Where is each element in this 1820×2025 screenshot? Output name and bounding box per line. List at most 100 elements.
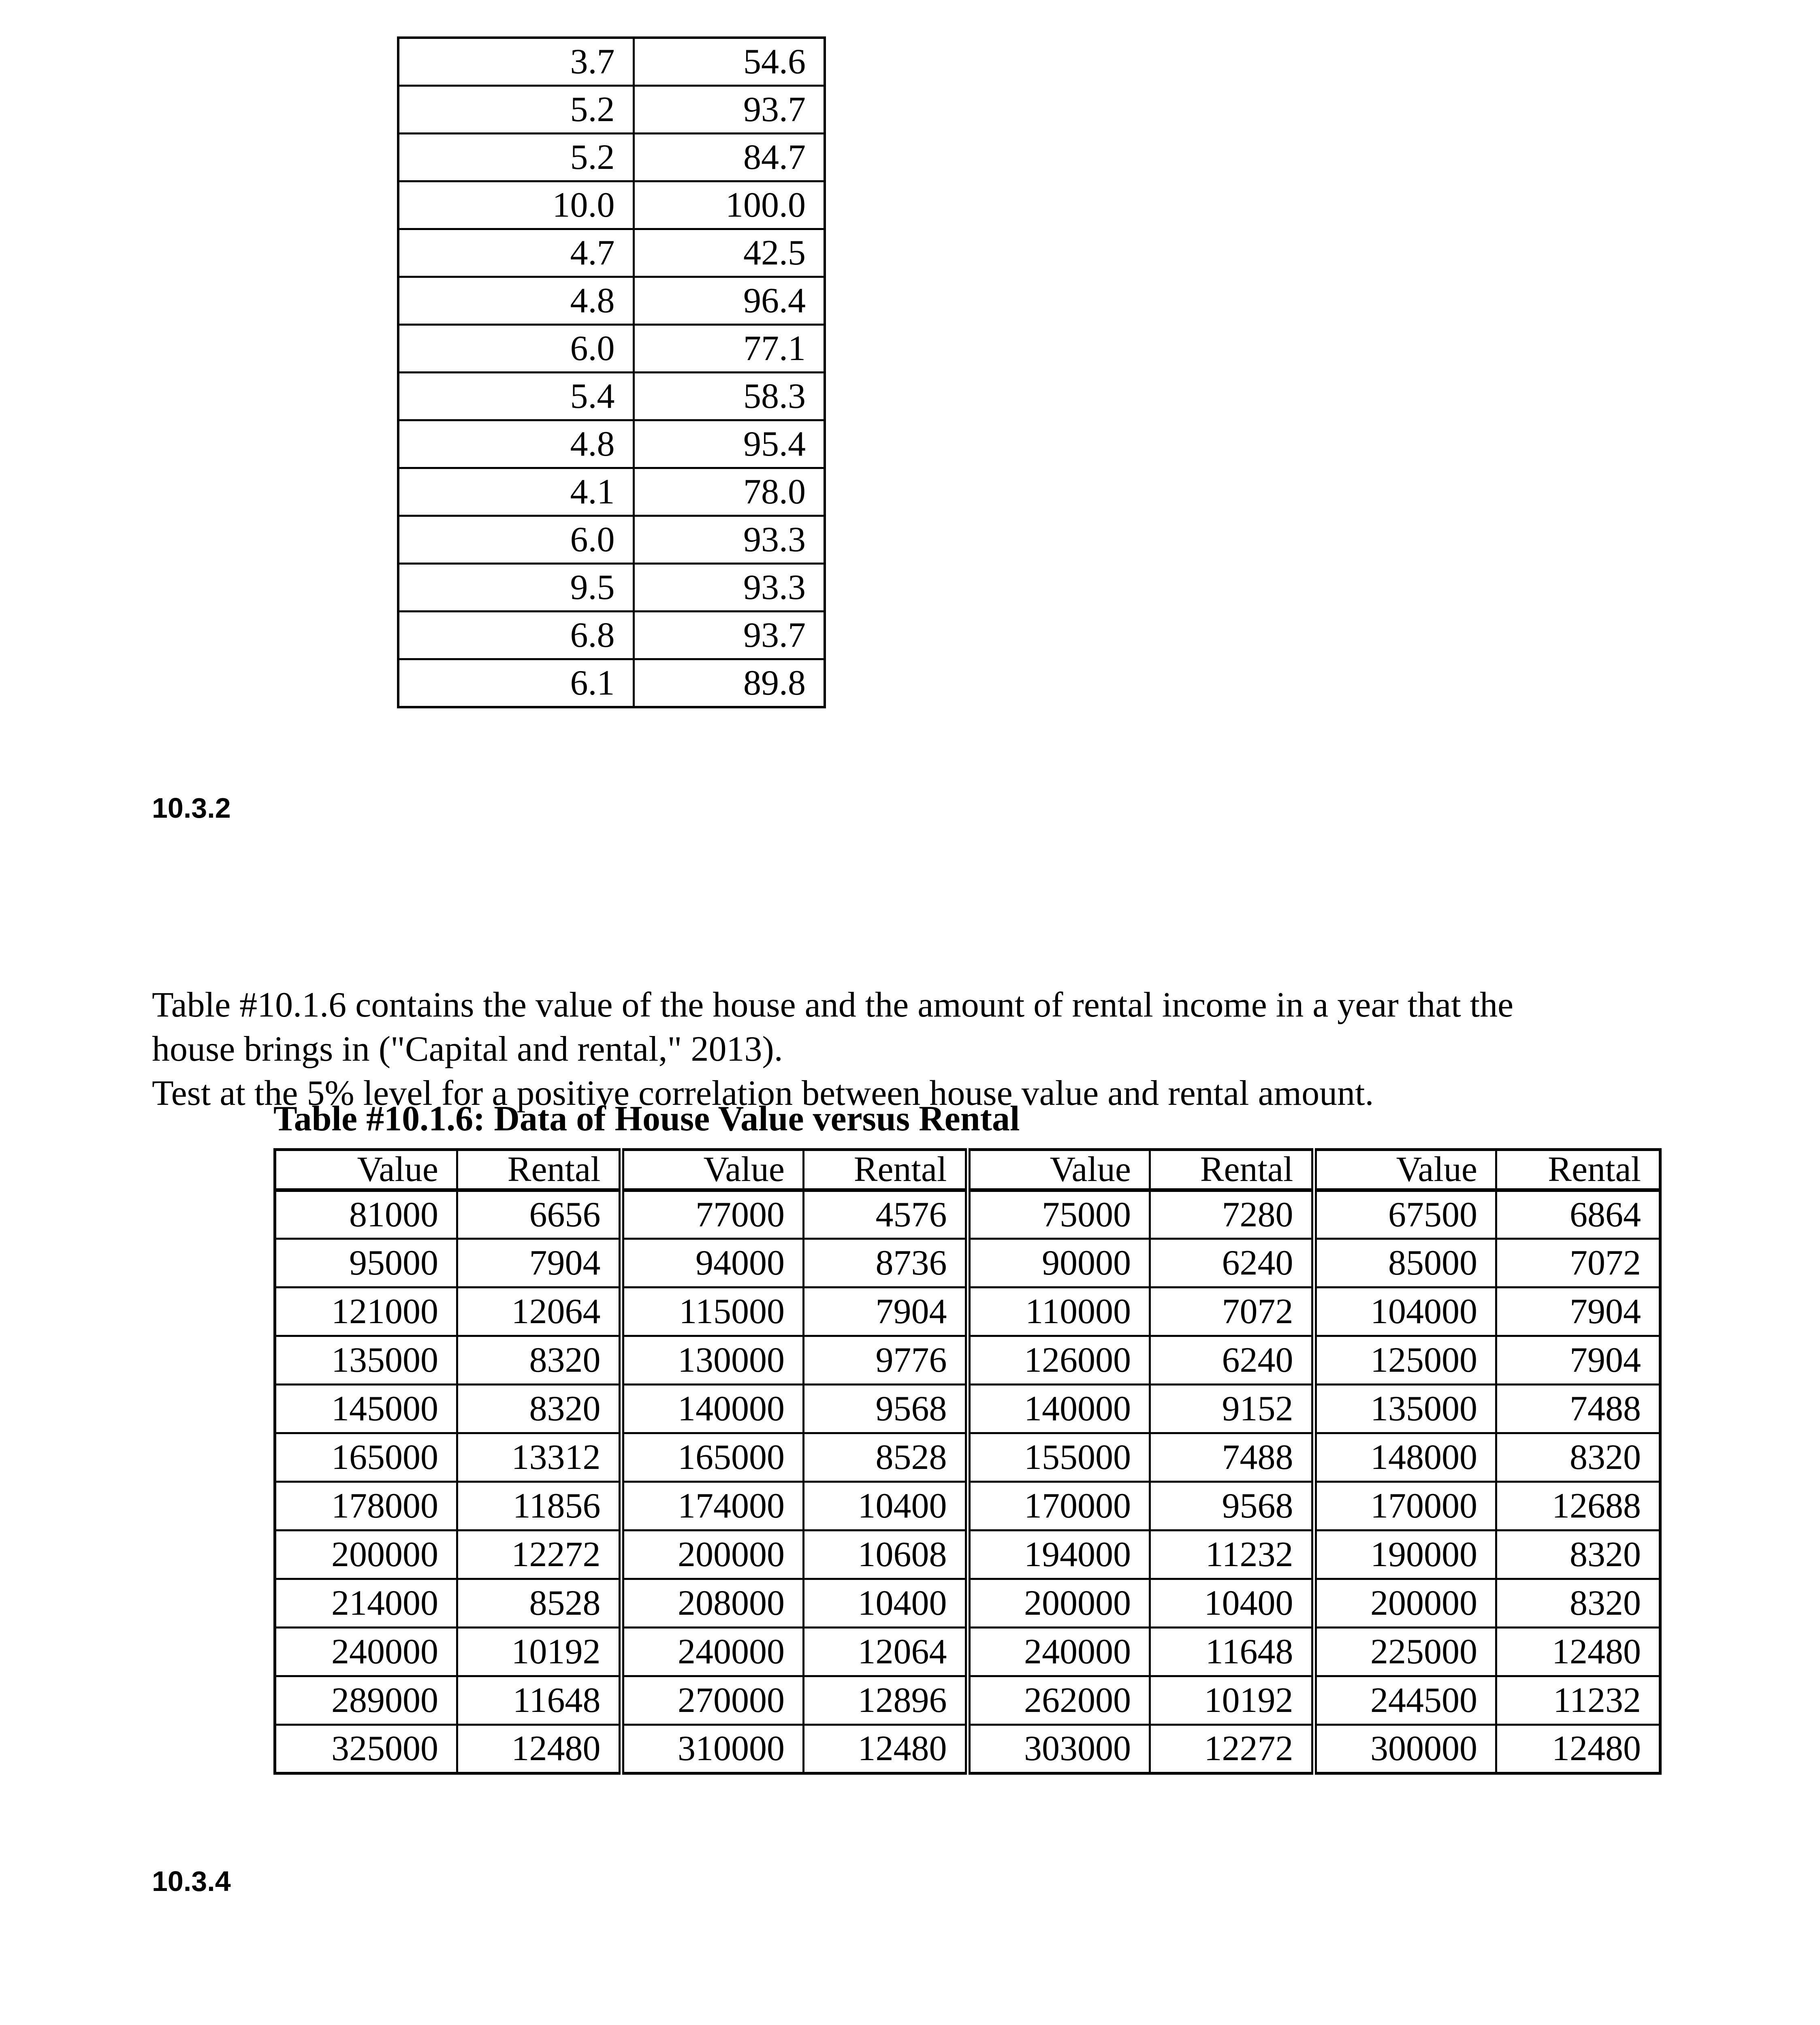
- rental-cell: 7072: [1495, 1238, 1661, 1288]
- table-row: 121000 12064 115000 7904 110000 7072 104…: [274, 1286, 1661, 1337]
- table-row: 178000 11856 174000 10400 170000 9568 17…: [274, 1481, 1661, 1531]
- rental-cell: 7904: [1495, 1286, 1661, 1337]
- table-row: 240000 10192 240000 12064 240000 11648 2…: [274, 1626, 1661, 1677]
- value-cell: 214000: [274, 1578, 458, 1629]
- problem-statement-10-3-4: The World Bank collected data on the per…: [152, 1928, 1517, 2025]
- table-row: 165000 13312 165000 8528 155000 7488 148…: [274, 1432, 1661, 1483]
- table-cell-x: 6.0: [397, 515, 635, 565]
- table-cell-y: 93.3: [632, 515, 826, 565]
- rental-cell: 11856: [456, 1481, 622, 1531]
- table-row: 200000 12272 200000 10608 194000 11232 1…: [274, 1529, 1661, 1580]
- rental-cell: 9152: [1149, 1383, 1315, 1434]
- value-cell: 200000: [274, 1529, 458, 1580]
- rental-cell: 11648: [1149, 1626, 1315, 1677]
- table-row: 145000 8320 140000 9568 140000 9152 1350…: [274, 1383, 1661, 1434]
- value-cell: 225000: [1311, 1626, 1497, 1677]
- value-cell: 208000: [618, 1578, 804, 1629]
- section-heading-10-3-4: 10.3.4: [152, 1865, 231, 1897]
- value-cell: 148000: [1311, 1432, 1497, 1483]
- rental-cell: 7904: [1495, 1335, 1661, 1386]
- rental-cell: 12064: [456, 1286, 622, 1337]
- table-cell-x: 5.2: [397, 132, 635, 182]
- value-cell: 90000: [964, 1238, 1151, 1288]
- value-cell: 140000: [964, 1383, 1151, 1434]
- rental-cell: 8320: [456, 1383, 622, 1434]
- problem-statement-10-3-2: Table #10.1.6 contains the value of the …: [152, 850, 1513, 1115]
- rental-cell: 6240: [1149, 1238, 1315, 1288]
- text-line: Table #10.1.6 contains the value of the …: [152, 985, 1514, 1025]
- column-header: Rental: [1495, 1149, 1661, 1192]
- continuation-table-body: 3.7 54.6 5.2 93.7 5.2 84.7 10.0 100.0 4.…: [397, 36, 826, 708]
- value-cell: 126000: [964, 1335, 1151, 1386]
- value-cell: 194000: [964, 1529, 1151, 1580]
- column-header: Value: [964, 1149, 1151, 1192]
- column-header: Rental: [802, 1149, 969, 1192]
- value-cell: 178000: [274, 1481, 458, 1531]
- value-cell: 200000: [618, 1529, 804, 1580]
- table-cell-y: 42.5: [632, 228, 826, 278]
- column-header: Value: [618, 1149, 804, 1192]
- table-cell-y: 93.3: [632, 563, 826, 612]
- table-cell-x: 4.8: [397, 276, 635, 326]
- house-table-body: 81000 6656 77000 4576 75000 7280 67500 6…: [274, 1189, 1661, 1774]
- rental-cell: 10608: [802, 1529, 969, 1580]
- column-header: Value: [274, 1149, 458, 1192]
- value-cell: 244500: [1311, 1675, 1497, 1726]
- table-cell-y: 89.8: [632, 658, 826, 708]
- rental-cell: 12480: [802, 1724, 969, 1774]
- value-cell: 135000: [1311, 1383, 1497, 1434]
- table-row: 4.8 95.4: [397, 419, 826, 469]
- table-cell-y: 93.7: [632, 610, 826, 660]
- value-cell: 325000: [274, 1724, 458, 1774]
- value-cell: 77000: [618, 1189, 804, 1240]
- table-row: 4.1 78.0: [397, 467, 826, 517]
- table-cell-y: 93.7: [632, 85, 826, 134]
- rental-cell: 7904: [802, 1286, 969, 1337]
- table-cell-x: 4.7: [397, 228, 635, 278]
- rental-cell: 12272: [456, 1529, 622, 1580]
- header-row: Value Rental Value Rental Value Rental Value Re…: [274, 1149, 1661, 1192]
- rental-cell: 11232: [1495, 1675, 1661, 1726]
- table-cell-y: 96.4: [632, 276, 826, 326]
- rental-cell: 12896: [802, 1675, 969, 1726]
- rental-cell: 12480: [1495, 1724, 1661, 1774]
- rental-cell: 7488: [1495, 1383, 1661, 1434]
- table-cell-x: 5.2: [397, 85, 635, 134]
- value-cell: 121000: [274, 1286, 458, 1337]
- column-header: Rental: [1149, 1149, 1315, 1192]
- value-cell: 262000: [964, 1675, 1151, 1726]
- rental-cell: 8528: [802, 1432, 969, 1483]
- rental-cell: 7280: [1149, 1189, 1315, 1240]
- table-row: 6.1 89.8: [397, 658, 826, 708]
- rental-cell: 8320: [456, 1335, 622, 1386]
- rental-cell: 6864: [1495, 1189, 1661, 1240]
- value-cell: 300000: [1311, 1724, 1497, 1774]
- value-cell: 240000: [274, 1626, 458, 1677]
- value-cell: 170000: [1311, 1481, 1497, 1531]
- value-cell: 165000: [618, 1432, 804, 1483]
- value-cell: 165000: [274, 1432, 458, 1483]
- value-cell: 310000: [618, 1724, 804, 1774]
- value-cell: 303000: [964, 1724, 1151, 1774]
- table-row: 3.7 54.6: [397, 36, 826, 87]
- value-cell: 75000: [964, 1189, 1151, 1240]
- table-row: 6.0 77.1: [397, 324, 826, 373]
- table-row: 4.8 96.4: [397, 276, 826, 326]
- rental-cell: 10400: [802, 1578, 969, 1629]
- value-cell: 81000: [274, 1189, 458, 1240]
- value-cell: 155000: [964, 1432, 1151, 1483]
- rental-cell: 11232: [1149, 1529, 1315, 1580]
- rental-cell: 12688: [1495, 1481, 1661, 1531]
- table-cell-y: 95.4: [632, 419, 826, 469]
- rental-cell: 4576: [802, 1189, 969, 1240]
- value-cell: 135000: [274, 1335, 458, 1386]
- rental-cell: 12480: [1495, 1626, 1661, 1677]
- table-cell-x: 3.7: [397, 36, 635, 87]
- house-table-header: Value Rental Value Rental Value Rental Value Re…: [274, 1149, 1661, 1192]
- rental-cell: 8320: [1495, 1578, 1661, 1629]
- table-cell-x: 10.0: [397, 180, 635, 230]
- value-cell: 145000: [274, 1383, 458, 1434]
- value-cell: 200000: [964, 1578, 1151, 1629]
- section-heading-10-3-2: 10.3.2: [152, 792, 231, 824]
